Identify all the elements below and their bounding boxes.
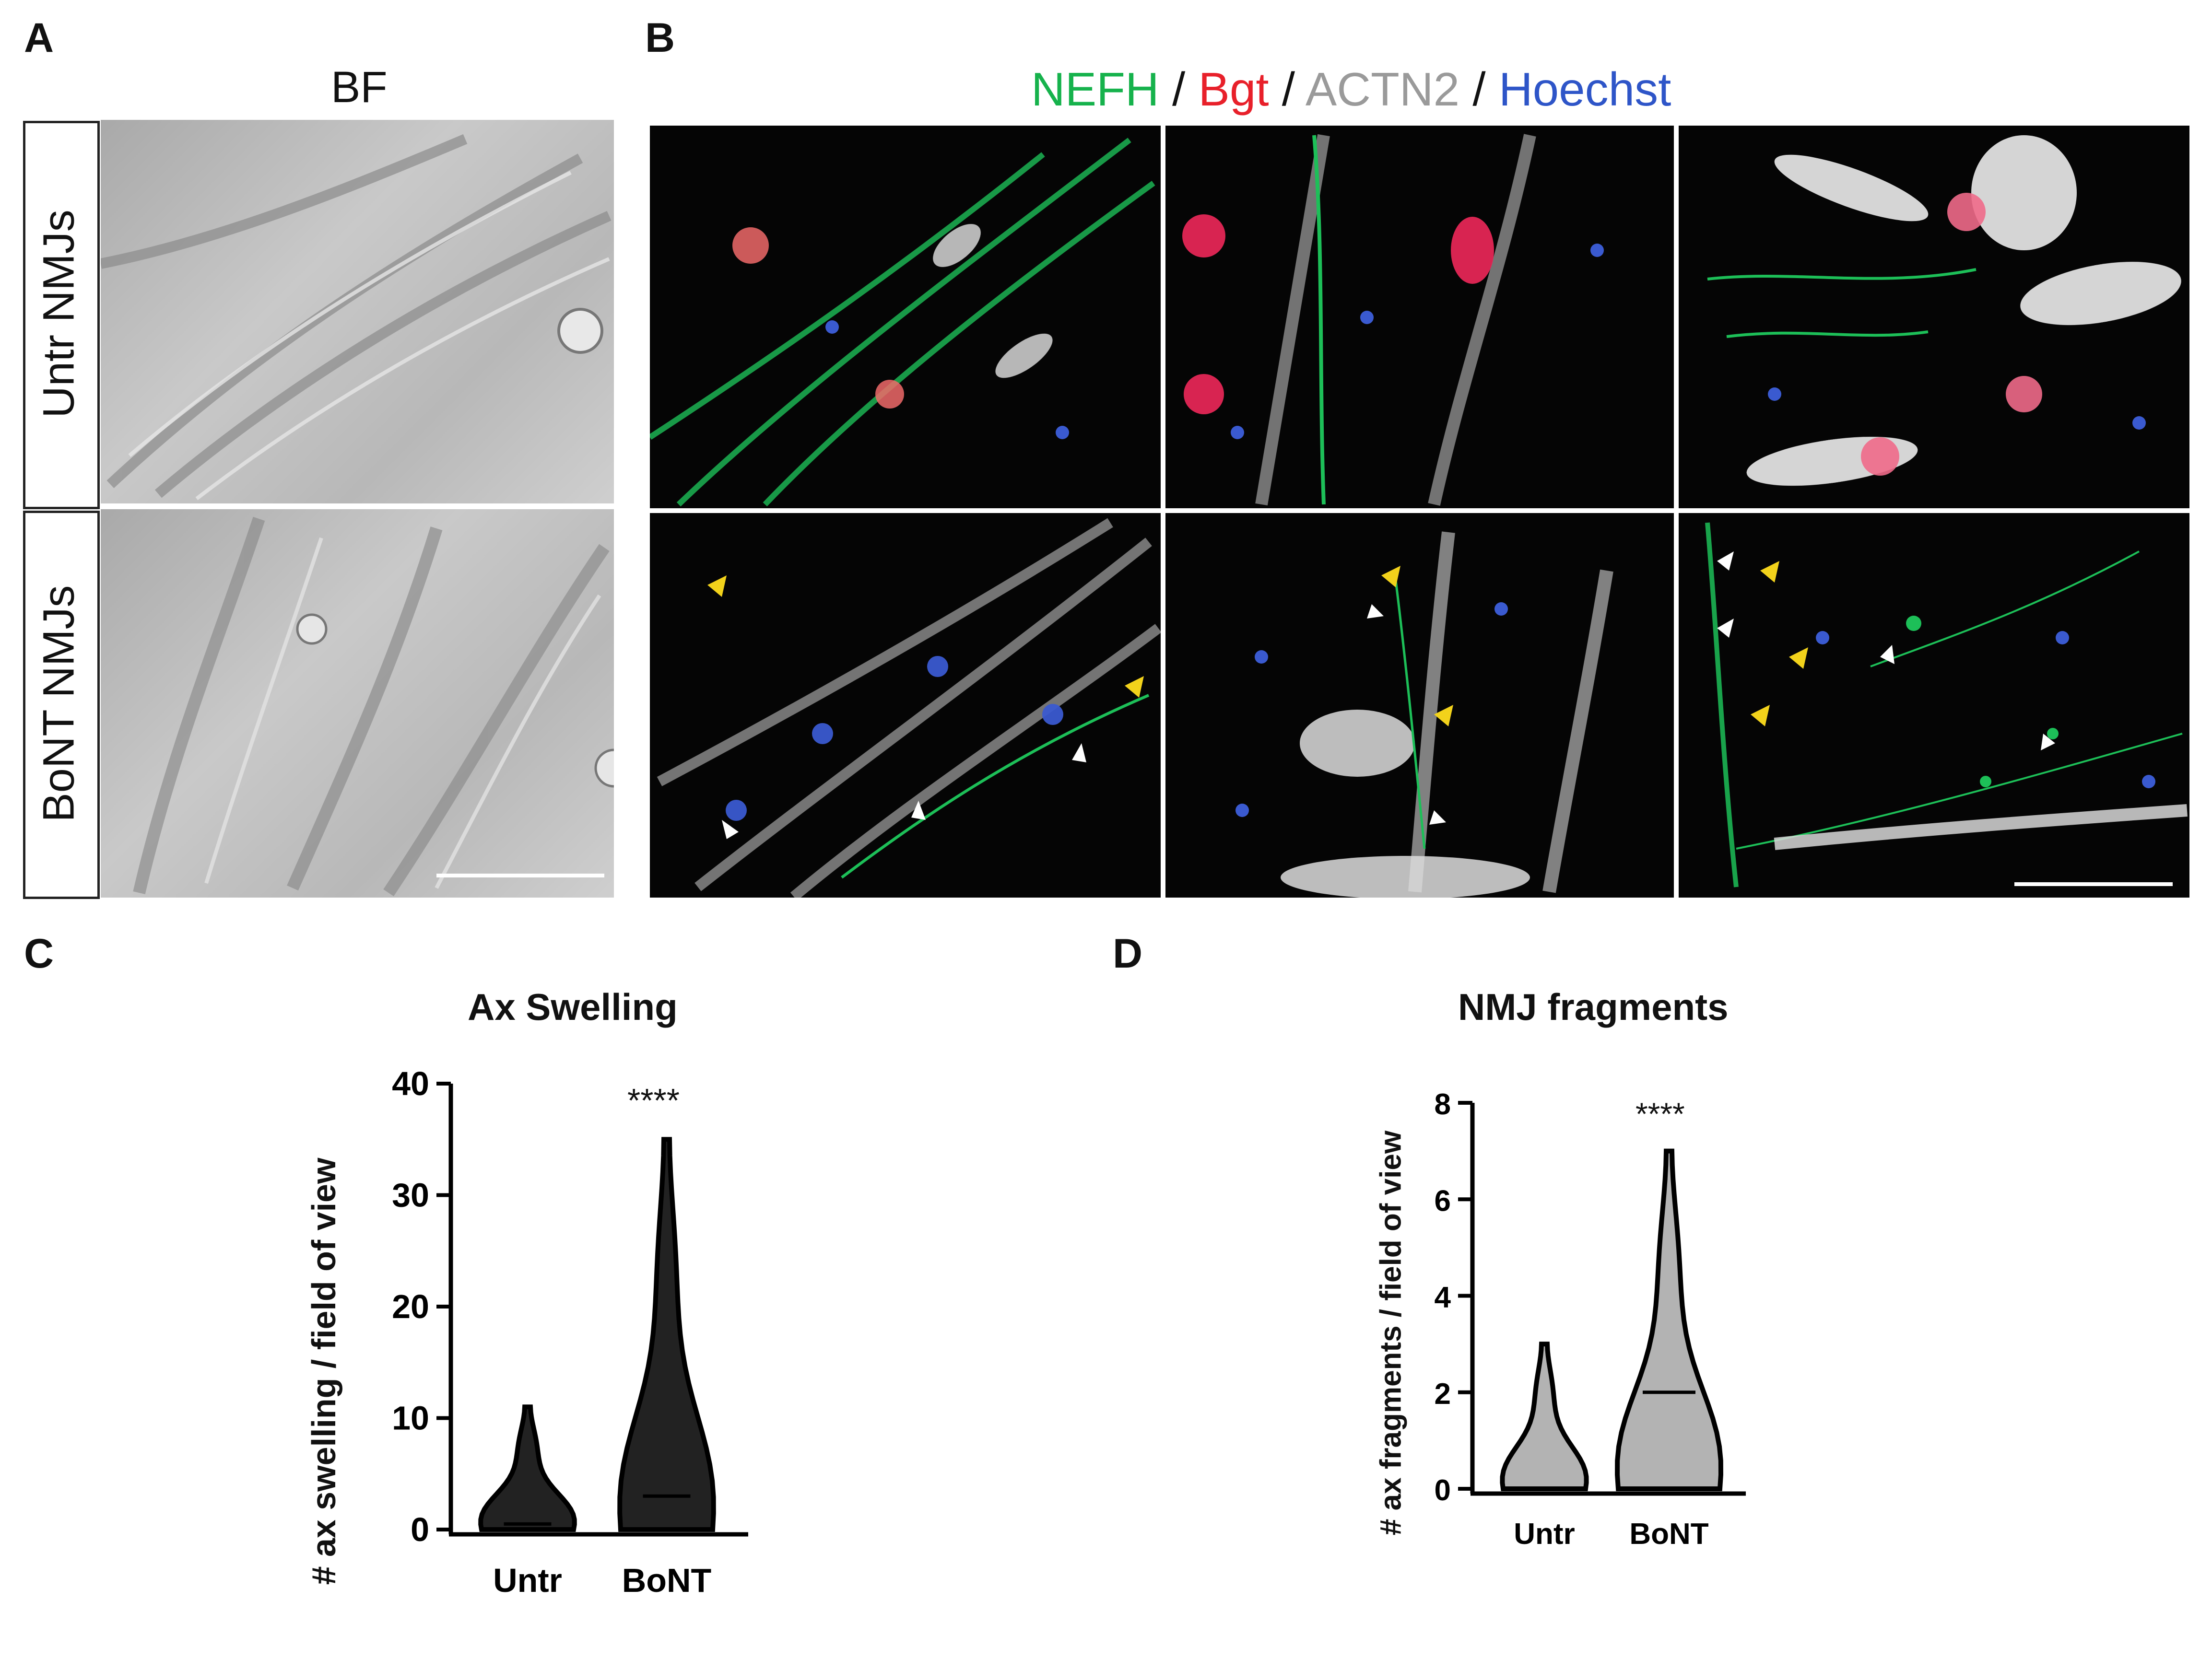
chart-c-ylabel: # ax swelling / field of view (305, 1157, 342, 1585)
fluorescence-image-untr-3 (1679, 126, 2189, 508)
channel-sep-2: / (1269, 63, 1306, 116)
chart-c: 0 10 20 30 40 Untr BoNT (392, 1065, 748, 1597)
y-tick-label: 8 (1435, 1088, 1451, 1121)
row-label-box-bont: BoNT NMJs (23, 511, 100, 899)
y-tick-label: 30 (392, 1177, 429, 1214)
y-tick-label: 4 (1435, 1281, 1451, 1314)
scale-bar-b (2014, 882, 2173, 886)
y-tick-label: 20 (392, 1288, 429, 1325)
violin-untr (478, 1404, 577, 1532)
panel-label-d: D (1113, 931, 1143, 977)
channel-legend: NEFH / Bgt / ACTN2 / Hoechst (1031, 62, 1671, 117)
y-tick-label: 40 (392, 1065, 429, 1102)
panel-label-a: A (24, 15, 54, 61)
channel-bgt: Bgt (1198, 63, 1269, 116)
x-tick-label: BoNT (1629, 1518, 1708, 1551)
y-tick-label: 6 (1435, 1184, 1451, 1217)
chart-d: 0 2 4 6 8 Untr BoNT (1435, 1088, 1746, 1551)
y-tick-label: 0 (1435, 1474, 1451, 1507)
violin-untr (1500, 1342, 1589, 1491)
brightfield-image-bont (101, 509, 614, 898)
violin-bont (617, 1137, 716, 1532)
chart-d-ylabel: # ax fragments / field of view (1374, 1130, 1408, 1536)
chart-d-title: NMJ fragments (1458, 986, 1729, 1028)
x-tick-label: Untr (493, 1562, 562, 1597)
row-label-box-untr: Untr NMJs (23, 121, 100, 509)
panel-label-c: C (24, 931, 54, 977)
chart-c-title: Ax Swelling (468, 986, 678, 1028)
fluorescence-image-bont-1 (650, 513, 1161, 898)
chart-c-significance: **** (627, 1082, 680, 1119)
scale-bar-a (436, 874, 604, 877)
violin-bont (1615, 1148, 1723, 1491)
channel-actn2: ACTN2 (1305, 63, 1460, 116)
row-label-untr: Untr NMJs (34, 210, 83, 418)
channel-sep-1: / (1159, 63, 1199, 116)
y-tick-label: 10 (392, 1400, 429, 1437)
fluorescence-image-untr-2 (1165, 126, 1674, 508)
y-tick-label: 2 (1435, 1378, 1451, 1411)
row-label-bont: BoNT NMJs (34, 585, 83, 822)
fluorescence-image-untr-1 (650, 126, 1161, 508)
channel-nefh: NEFH (1031, 63, 1159, 116)
panel-label-b: B (645, 15, 675, 61)
channel-sep-3: / (1459, 63, 1499, 116)
fluorescence-image-bont-2 (1165, 513, 1674, 898)
channel-hoechst: Hoechst (1498, 63, 1671, 116)
bf-title: BF (331, 63, 388, 112)
brightfield-image-untr (101, 120, 614, 503)
x-tick-label: BoNT (622, 1562, 712, 1597)
fluorescence-image-bont-3 (1679, 513, 2189, 898)
chart-d-significance: **** (1635, 1096, 1685, 1132)
grid-separator-h (650, 508, 2189, 513)
x-tick-label: Untr (1514, 1518, 1575, 1551)
y-tick-label: 0 (411, 1511, 429, 1548)
